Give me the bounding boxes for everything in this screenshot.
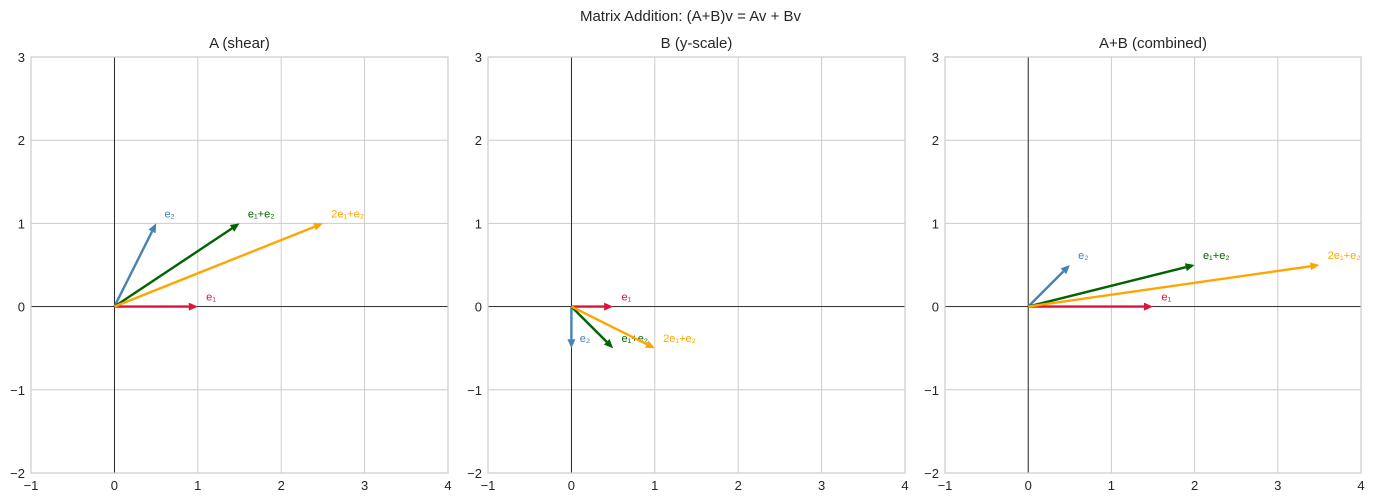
x-tick-label: 1 (651, 478, 658, 493)
y-tick-label: 0 (18, 300, 25, 315)
axes-frame (944, 56, 1362, 474)
y-tick-label: −1 (924, 383, 939, 398)
vector-label: 2e₁+e₂ (663, 333, 696, 345)
vector-2e1-e2: 2e₁+e₂ (570, 305, 696, 349)
x-tick-label: 1 (194, 478, 201, 493)
vector-label: 2e₁+e₂ (331, 208, 364, 220)
y-tick-label: 1 (18, 216, 25, 231)
x-tick-label: 2 (1191, 478, 1198, 493)
vector-e1-e2: e₁+e₂ (1027, 250, 1230, 308)
figure-title: Matrix Addition: (A+B)v = Av + Bv (579, 8, 802, 25)
panel-title: A (shear) (209, 35, 270, 52)
x-tick-label: 3 (1274, 478, 1281, 493)
arrowhead-icon (603, 339, 614, 349)
arrowhead-icon (148, 223, 157, 234)
arrowhead-icon (229, 223, 240, 232)
arrowhead-icon (1184, 263, 1195, 272)
x-tick-label: 4 (901, 478, 908, 493)
x-tick-label: 2 (735, 478, 742, 493)
arrowhead-icon (1309, 262, 1320, 271)
y-tick-label: −1 (467, 383, 482, 398)
y-tick-label: −2 (467, 466, 482, 481)
vector-label: e₂ (1078, 250, 1088, 262)
y-tick-label: −2 (924, 466, 939, 481)
vector-label: e₂ (164, 208, 174, 220)
vector-e1: e₁ (1028, 292, 1171, 311)
x-tick-label: −1 (24, 478, 39, 493)
vector-e1-e2: e₁+e₂ (113, 208, 275, 308)
x-tick-label: 4 (1357, 478, 1364, 493)
y-tick-label: 2 (475, 133, 482, 148)
x-tick-label: 2 (278, 478, 285, 493)
vector-label: e₂ (580, 333, 590, 345)
arrowhead-icon (313, 223, 323, 231)
x-tick-label: 1 (1108, 478, 1115, 493)
vector-label: e₁ (621, 292, 631, 304)
y-tick-label: −1 (10, 383, 25, 398)
arrowhead-icon (567, 339, 576, 349)
panel-title: B (y-scale) (661, 35, 733, 52)
vector-e2: e₂ (113, 208, 175, 308)
arrowhead-icon (644, 340, 655, 349)
vector-e2: e₂ (567, 306, 590, 349)
panel-title: A+B (combined) (1099, 35, 1207, 52)
vector-2e1-e2: 2e₁+e₂ (1028, 250, 1361, 308)
x-tick-label: 3 (361, 478, 368, 493)
y-tick-label: 3 (475, 50, 482, 65)
arrowhead-icon (188, 302, 198, 311)
vector-e2: e₂ (1027, 250, 1089, 308)
arrowhead-icon (1060, 265, 1070, 275)
x-tick-label: 0 (1025, 478, 1032, 493)
x-tick-label: 0 (568, 478, 575, 493)
y-tick-label: 3 (932, 50, 939, 65)
vector-label: 2e₁+e₂ (1328, 250, 1361, 262)
y-tick-label: 3 (18, 50, 25, 65)
x-tick-label: 4 (444, 478, 451, 493)
y-tick-label: 0 (932, 300, 939, 315)
x-tick-label: −1 (938, 478, 953, 493)
arrowhead-icon (1144, 302, 1153, 311)
axes-frame (30, 56, 449, 474)
vector-label: e₁ (206, 292, 216, 304)
axes-frame (487, 56, 906, 474)
arrowhead-icon (604, 302, 614, 311)
y-tick-label: 1 (932, 216, 939, 231)
vector-label: e₁+e₂ (248, 208, 275, 220)
vector-label: e₁ (1161, 292, 1171, 304)
panel-b-y-scale: B (y-scale)−101234−2−10123e₁e₂e₁+e₂2e₁+e… (467, 35, 908, 493)
vector-label: e₁+e₂ (1203, 250, 1230, 262)
y-tick-label: 0 (475, 300, 482, 315)
vector-e1: e₁ (571, 292, 632, 311)
x-tick-label: 0 (111, 478, 118, 493)
x-tick-label: −1 (481, 478, 496, 493)
x-tick-label: 3 (818, 478, 825, 493)
vector-e1: e₁ (114, 292, 216, 311)
vector-2e1-e2: 2e₁+e₂ (113, 208, 364, 308)
y-tick-label: −2 (10, 466, 25, 481)
y-tick-label: 2 (932, 133, 939, 148)
y-tick-label: 2 (18, 133, 25, 148)
y-tick-label: 1 (475, 216, 482, 231)
